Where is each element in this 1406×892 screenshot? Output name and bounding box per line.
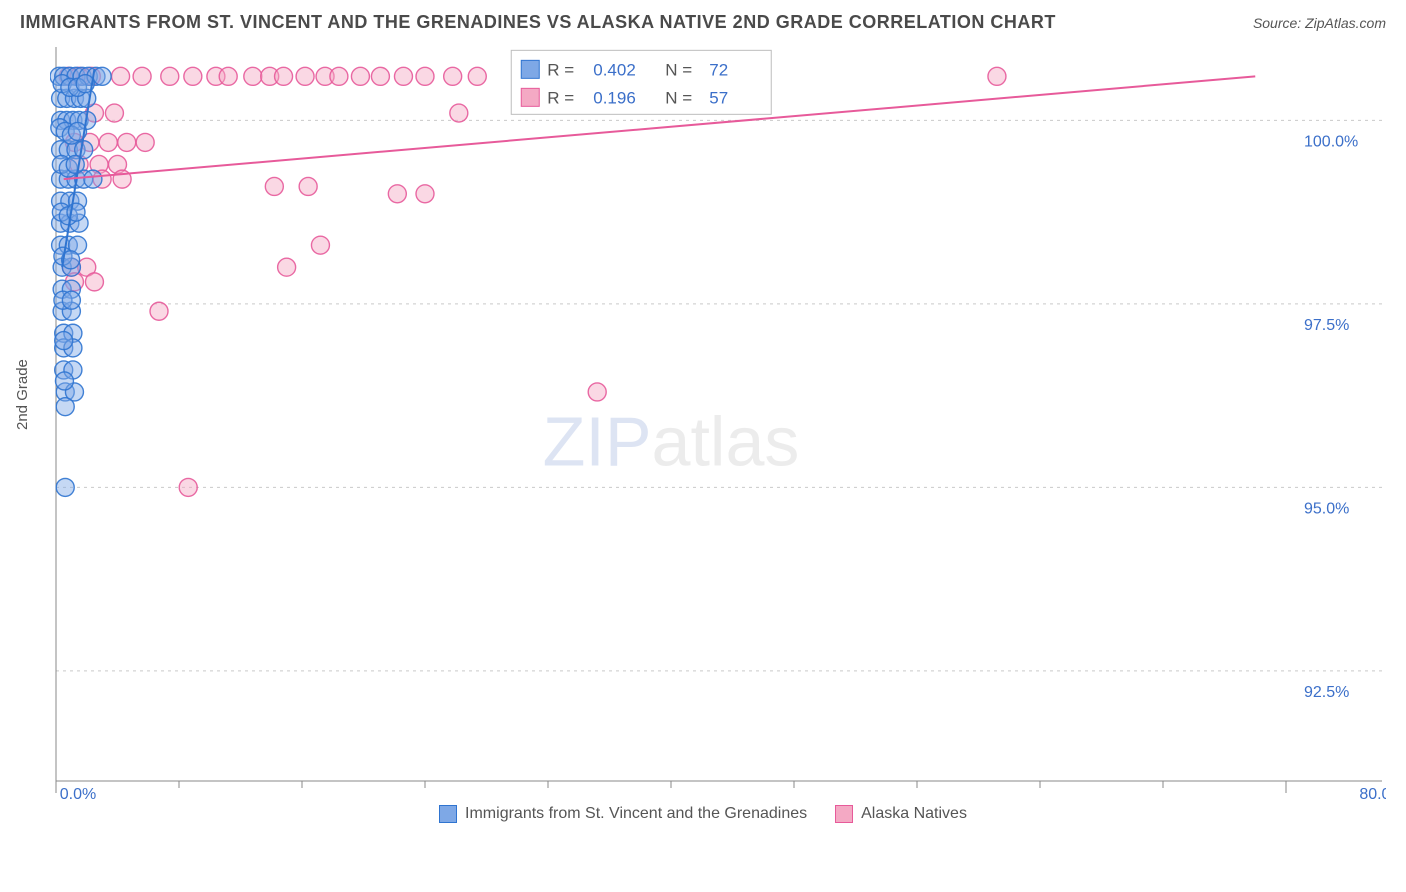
svg-text:0.402: 0.402 (593, 60, 636, 79)
svg-text:100.0%: 100.0% (1304, 133, 1358, 150)
legend-label-1: Alaska Natives (861, 805, 967, 823)
bottom-legend: Immigrants from St. Vincent and the Gren… (0, 805, 1406, 823)
scatter-chart-svg: 92.5% 95.0% 97.5% 100.0% ZIPatlas 0.0% 80.0% R … (50, 41, 1386, 801)
legend-swatch-1 (835, 805, 853, 823)
svg-text:R =: R = (547, 88, 574, 107)
svg-text:97.5%: 97.5% (1304, 317, 1349, 334)
svg-text:0.196: 0.196 (593, 88, 636, 107)
svg-text:ZIPatlas: ZIPatlas (543, 402, 800, 480)
svg-text:95.0%: 95.0% (1304, 500, 1349, 517)
svg-text:57: 57 (709, 88, 728, 107)
y-axis-label: 2nd Grade (14, 359, 31, 430)
svg-text:80.0%: 80.0% (1359, 786, 1386, 801)
legend-item-series-1: Alaska Natives (835, 805, 967, 823)
chart-area: 92.5% 95.0% 97.5% 100.0% ZIPatlas 0.0% 80.0% R … (50, 41, 1386, 801)
svg-text:72: 72 (709, 60, 728, 79)
chart-source: Source: ZipAtlas.com (1253, 15, 1386, 31)
svg-text:92.5%: 92.5% (1304, 684, 1349, 701)
svg-text:N =: N = (665, 88, 692, 107)
legend-item-series-0: Immigrants from St. Vincent and the Gren… (439, 805, 807, 823)
legend-label-0: Immigrants from St. Vincent and the Gren… (465, 805, 807, 823)
svg-text:N =: N = (665, 60, 692, 79)
svg-text:0.0%: 0.0% (60, 786, 96, 801)
legend-swatch-0 (439, 805, 457, 823)
chart-title: IMMIGRANTS FROM ST. VINCENT AND THE GREN… (20, 12, 1056, 33)
svg-text:R =: R = (547, 60, 574, 79)
